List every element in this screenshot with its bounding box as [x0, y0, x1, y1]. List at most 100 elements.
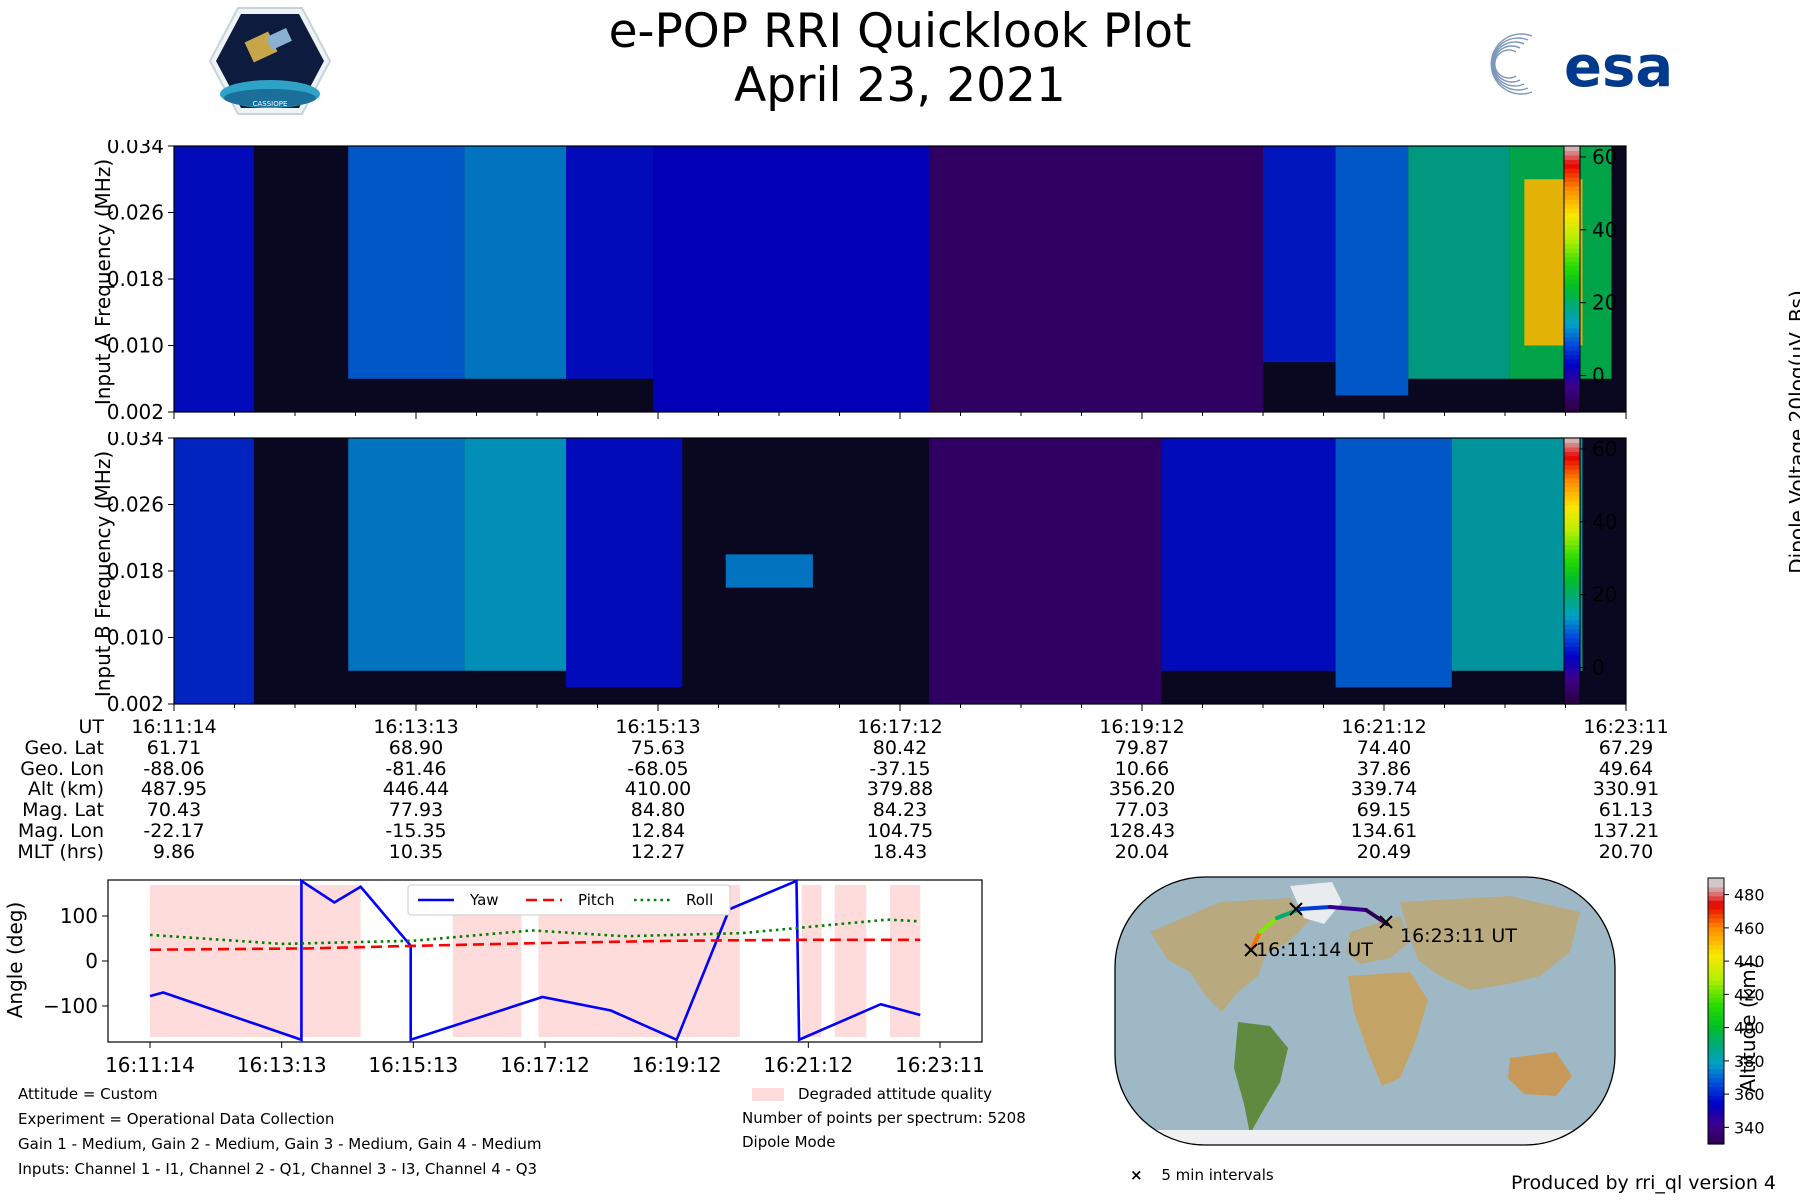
ephemeris-cell: 356.20 — [1108, 778, 1176, 801]
colorbar-segment — [1564, 407, 1580, 413]
colorbar-segment — [1564, 261, 1580, 267]
ytick-label: 0.010 — [107, 334, 164, 358]
colorbar-segment — [1564, 562, 1580, 568]
ephemeris-cell: -88.06 — [143, 757, 205, 780]
spectrogram-b: 0.034 0.026 0.018 0.010 0.002 0 20 40 60 — [107, 432, 1627, 716]
colorbar-segment — [1564, 372, 1580, 378]
ephemeris-cell: 18.43 — [872, 840, 928, 863]
spectrogram-band — [464, 438, 567, 671]
altitude-colorbar-segment — [1708, 904, 1724, 910]
colorbar-tick-label: 60 — [1592, 145, 1617, 169]
esa-logo-text: esa — [1564, 35, 1673, 100]
altitude-colorbar-segment — [1708, 997, 1724, 1003]
altitude-colorbar-segment — [1708, 900, 1724, 906]
altitude-colorbar-segment — [1708, 1046, 1724, 1052]
ephemeris-row-label: Mag. Lat — [22, 799, 104, 822]
colorbar-segment — [1564, 553, 1580, 559]
track-start-label: 16:11:14 UT — [1256, 939, 1373, 961]
colorbar-segment — [1564, 345, 1580, 351]
colorbar-segment — [1564, 668, 1580, 674]
colorbar-tick-label: 20 — [1592, 291, 1617, 315]
ephemeris-cell: 104.75 — [866, 820, 934, 842]
spectrogram-band — [174, 146, 254, 412]
info-block-2: Degraded attitude quality Number of poin… — [742, 1082, 1026, 1154]
colorbar-segment — [1564, 305, 1580, 311]
colorbar-segment — [1564, 517, 1580, 523]
ephemeris-cell: 487.95 — [140, 778, 208, 801]
spectrogram-band — [1451, 438, 1583, 671]
colorbar-segment — [1564, 544, 1580, 550]
colorbar-segment — [1564, 610, 1580, 616]
ephemeris-cell: 16:19:12 — [1099, 716, 1185, 738]
land-south-america — [1234, 1022, 1288, 1134]
ephemeris-cell: 69.15 — [1356, 799, 1412, 822]
land-antarctica — [1115, 1130, 1615, 1145]
ephemeris-cell: 49.64 — [1598, 757, 1654, 780]
altitude-colorbar-segment — [1708, 1139, 1724, 1145]
colorbar-segment — [1564, 464, 1580, 470]
ephemeris-cell: 80.42 — [872, 736, 928, 759]
colorbar-segment — [1564, 274, 1580, 280]
ephemeris-cell: 128.43 — [1108, 820, 1176, 842]
gains-info: Gain 1 - Medium, Gain 2 - Medium, Gain 3… — [18, 1135, 542, 1153]
track-marker-x — [1289, 902, 1303, 916]
colorbar-segment — [1564, 247, 1580, 253]
ephemeris-cell: 20.70 — [1598, 840, 1654, 863]
colorbar-segment — [1564, 446, 1580, 452]
spectrogram-band — [174, 438, 254, 704]
ephemeris-cell: 16:21:12 — [1341, 716, 1427, 738]
ephemeris-row-label: MLT (hrs) — [17, 840, 104, 863]
ephemeris-row-label: Geo. Lat — [24, 736, 104, 759]
colorbar-segment — [1564, 296, 1580, 302]
colorbar-segment — [1564, 566, 1580, 572]
degraded-interval — [801, 885, 822, 1037]
colorbar-segment — [1564, 535, 1580, 541]
track-segment — [1249, 930, 1262, 952]
altitude-colorbar-segment — [1708, 917, 1724, 923]
inputs-info: Inputs: Channel 1 - I1, Channel 2 - Q1, … — [18, 1160, 538, 1178]
colorbar-segment — [1564, 699, 1580, 705]
colorbar-segment — [1564, 482, 1580, 488]
altitude-colorbar-segment — [1708, 1059, 1724, 1065]
altitude-colorbar-segment — [1708, 1081, 1724, 1087]
altitude-colorbar-segment — [1708, 1090, 1724, 1096]
attitude-xtick-label: 16:13:13 — [237, 1053, 327, 1077]
colorbar-segment — [1564, 376, 1580, 382]
ephemeris-cell: 70.43 — [146, 799, 202, 822]
altitude-colorbar-segment — [1708, 1095, 1724, 1101]
colorbar-segment — [1564, 571, 1580, 577]
altitude-colorbar-segment — [1708, 1064, 1724, 1070]
colorbar-segment — [1564, 172, 1580, 178]
world-map: 16:11:14 UT 16:23:11 UT — [1114, 876, 1616, 1146]
colorbar-segment — [1564, 579, 1580, 585]
ytick-label: 0.034 — [107, 432, 164, 450]
altitude-colorbar-segment — [1708, 1073, 1724, 1079]
page-title: e-POP RRI Quicklook Plot — [608, 4, 1192, 59]
ephemeris-cell: -68.05 — [627, 757, 689, 780]
colorbar-segment — [1564, 239, 1580, 245]
colorbar-segment — [1564, 358, 1580, 364]
ephemeris-cell: 16:11:14 — [131, 716, 217, 738]
colorbar-segment — [1564, 650, 1580, 656]
altitude-colorbar-segment — [1708, 882, 1724, 888]
colorbar-segment — [1564, 451, 1580, 457]
colorbar-tick-label: 0 — [1592, 364, 1605, 388]
ytick-label: 0.034 — [107, 140, 164, 158]
page-date: April 23, 2021 — [734, 58, 1066, 113]
colorbar-segment — [1564, 314, 1580, 320]
colorbar-segment — [1564, 177, 1580, 183]
colorbar-segment — [1564, 394, 1580, 400]
altitude-colorbar-segment — [1708, 971, 1724, 977]
colorbar-segment — [1564, 593, 1580, 599]
colorbar-segment — [1564, 504, 1580, 510]
altitude-colorbar-segment — [1708, 1006, 1724, 1012]
ephemeris-cell: -37.15 — [869, 757, 931, 780]
colorbar-segment — [1564, 460, 1580, 466]
colorbar-segment — [1564, 336, 1580, 342]
ephemeris-cell: 339.74 — [1350, 778, 1418, 801]
altitude-colorbar-segment — [1708, 1077, 1724, 1083]
ytick-label: 0.010 — [107, 626, 164, 650]
colorbar-segment — [1564, 513, 1580, 519]
ytick-label: 0.002 — [107, 692, 164, 716]
altitude-colorbar-segment — [1708, 1108, 1724, 1114]
